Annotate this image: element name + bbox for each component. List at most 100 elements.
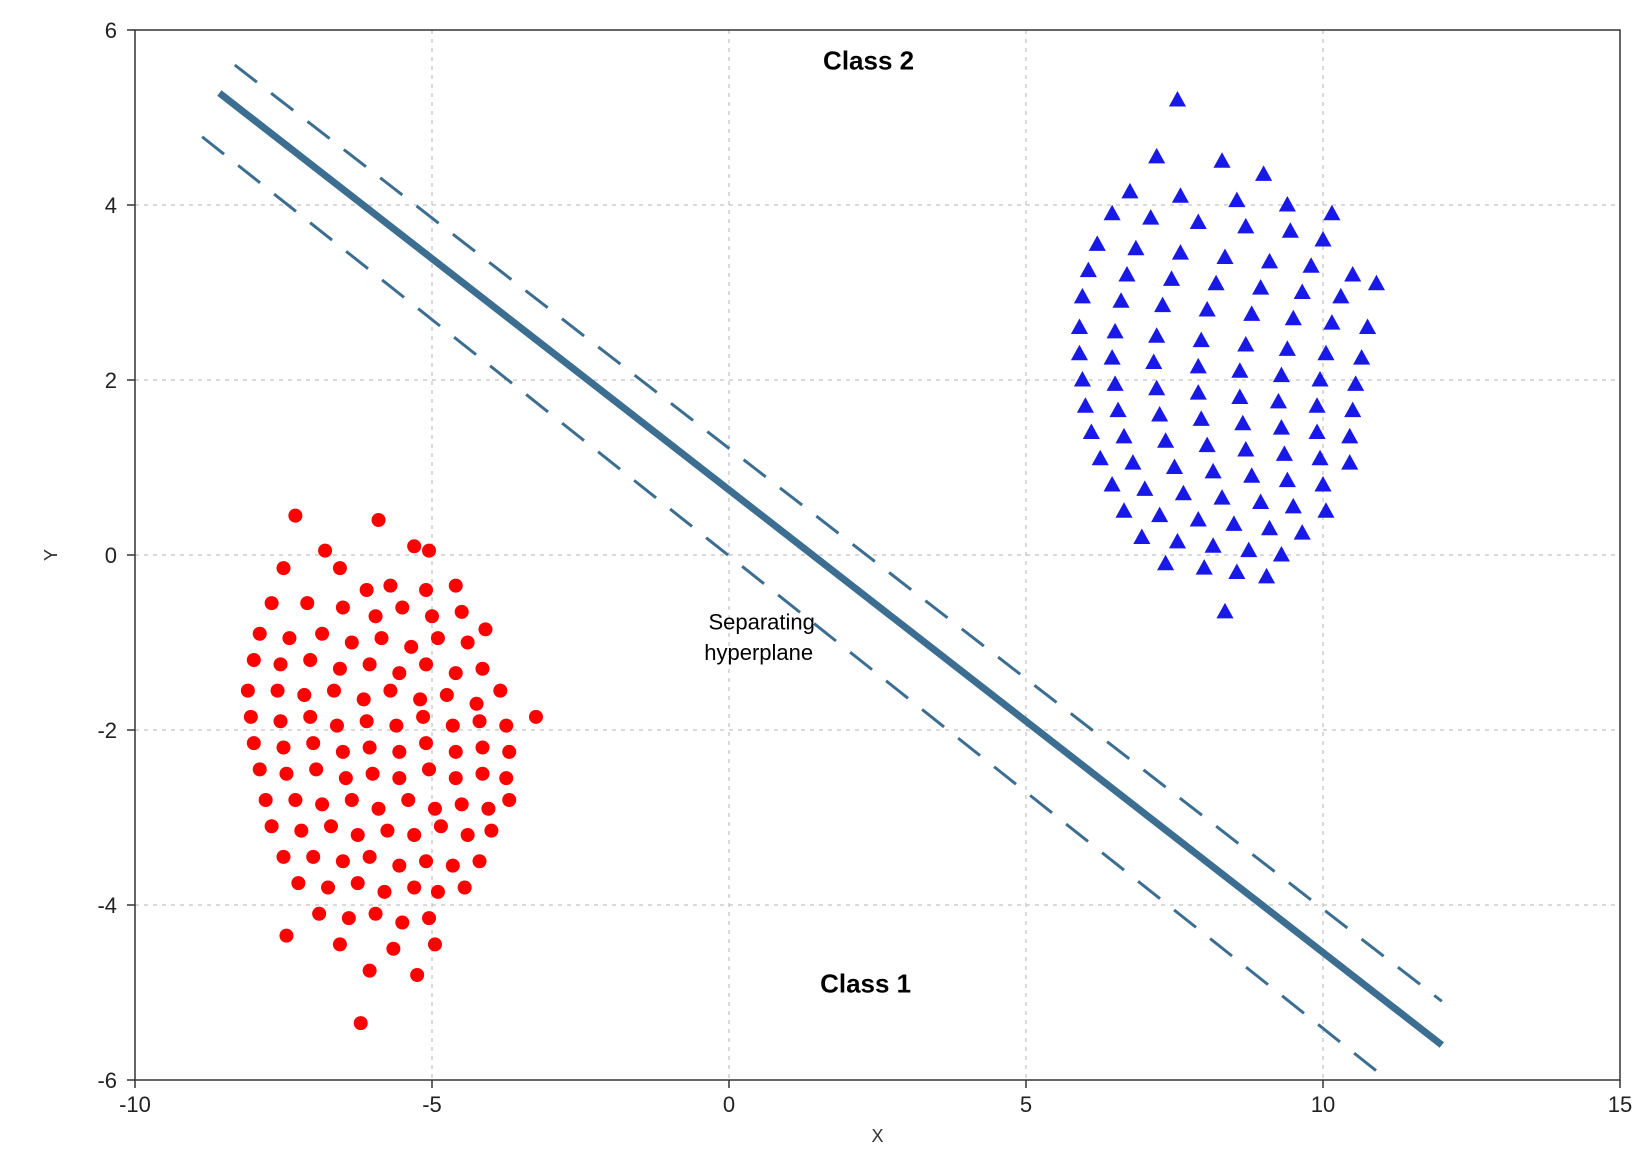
class1-point <box>241 684 255 698</box>
class1-point <box>413 692 427 706</box>
class1-point <box>431 885 445 899</box>
class1-point <box>380 824 394 838</box>
class1-point <box>372 802 386 816</box>
class1-point <box>342 911 356 925</box>
class1-point <box>449 771 463 785</box>
class1-point <box>333 662 347 676</box>
class1-point <box>244 710 258 724</box>
y-tick-label: -6 <box>97 1068 117 1093</box>
class1-point <box>324 819 338 833</box>
x-tick-label: 5 <box>1020 1092 1032 1117</box>
class1-point <box>277 850 291 864</box>
class1-point <box>306 850 320 864</box>
class1-point <box>303 653 317 667</box>
class1-point <box>363 741 377 755</box>
class1-point <box>309 762 323 776</box>
class1-point <box>475 741 489 755</box>
class1-point <box>339 771 353 785</box>
y-tick-label: -4 <box>97 893 117 918</box>
class1-point <box>425 609 439 623</box>
class1-point <box>428 802 442 816</box>
class1-point <box>419 583 433 597</box>
class1-point <box>279 929 293 943</box>
y-tick-label: 0 <box>105 543 117 568</box>
class1-point <box>377 885 391 899</box>
class1-point <box>440 688 454 702</box>
class1-point <box>473 854 487 868</box>
class1-point <box>422 544 436 558</box>
x-axis-label: X <box>871 1126 883 1146</box>
class1-point <box>357 692 371 706</box>
class1-point <box>259 793 273 807</box>
class1-point <box>312 907 326 921</box>
class1-point <box>303 710 317 724</box>
class1-point <box>395 916 409 930</box>
class1-point <box>502 793 516 807</box>
class1-point <box>449 666 463 680</box>
class1-point <box>354 1016 368 1030</box>
class1-point <box>282 631 296 645</box>
x-tick-label: -5 <box>422 1092 442 1117</box>
class1-point <box>475 767 489 781</box>
y-tick-label: 4 <box>105 193 117 218</box>
class1-point <box>327 684 341 698</box>
class1-point <box>288 793 302 807</box>
class1-point <box>321 881 335 895</box>
class1-point <box>369 907 383 921</box>
class1-point <box>392 666 406 680</box>
class1-point <box>360 583 374 597</box>
class1-point <box>484 824 498 838</box>
class1-point <box>318 544 332 558</box>
class1-point <box>449 745 463 759</box>
class1-point <box>392 771 406 785</box>
class1-point <box>458 881 472 895</box>
class1-point <box>363 850 377 864</box>
class1-point <box>499 719 513 733</box>
class1-point <box>449 579 463 593</box>
class1-point <box>416 710 430 724</box>
class1-point <box>419 854 433 868</box>
class1-point <box>407 828 421 842</box>
class1-point <box>383 579 397 593</box>
class1-point <box>428 937 442 951</box>
class1-point <box>478 622 492 636</box>
class1-point <box>345 636 359 650</box>
class1-point <box>274 657 288 671</box>
class1-point <box>434 819 448 833</box>
class1-point <box>300 596 314 610</box>
chart-svg: -10-5051015-6-4-20246XYClass 2Class 1Sep… <box>0 0 1650 1161</box>
class1-point <box>333 561 347 575</box>
class1-point <box>404 640 418 654</box>
class1-point <box>369 609 383 623</box>
class1-point <box>502 745 516 759</box>
class1-point <box>291 876 305 890</box>
class1-point <box>345 793 359 807</box>
class1-point <box>336 745 350 759</box>
class1-point <box>431 631 445 645</box>
class1-point <box>446 859 460 873</box>
class1-point <box>253 627 267 641</box>
class1-point <box>422 911 436 925</box>
class1-point <box>455 797 469 811</box>
class1-point <box>315 797 329 811</box>
class1-point <box>383 684 397 698</box>
class1-point <box>315 627 329 641</box>
y-axis-label: Y <box>41 549 61 561</box>
class1-point <box>265 596 279 610</box>
class1-point <box>392 745 406 759</box>
class1-point <box>493 684 507 698</box>
label-separating-1: Separating <box>708 609 814 634</box>
class1-point <box>336 601 350 615</box>
class1-point <box>461 636 475 650</box>
class1-point <box>407 881 421 895</box>
class1-point <box>294 824 308 838</box>
class1-point <box>351 828 365 842</box>
class1-point <box>499 771 513 785</box>
class1-point <box>330 719 344 733</box>
class1-point <box>288 509 302 523</box>
class1-point <box>529 710 543 724</box>
class1-point <box>419 657 433 671</box>
class1-point <box>277 561 291 575</box>
class1-point <box>277 741 291 755</box>
class1-point <box>461 828 475 842</box>
